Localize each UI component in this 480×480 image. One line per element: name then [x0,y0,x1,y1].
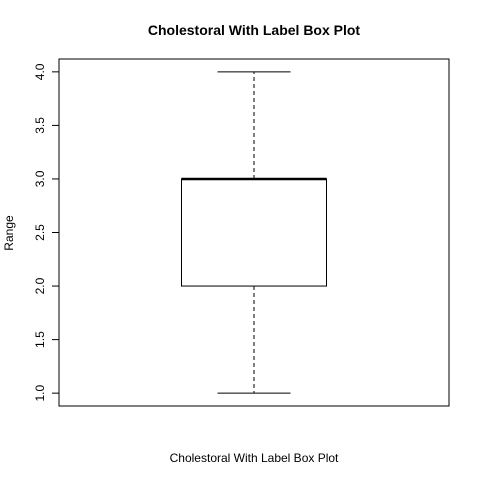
y-tick-label: 1.0 [33,384,47,401]
y-tick-label: 3.0 [33,170,47,187]
y-axis-label: Range [2,215,16,251]
iqr-box [181,178,327,287]
y-tick-label: 2.5 [33,224,47,241]
y-axis: 1.0 1.5 2.0 2.5 3.0 3.5 4.0 [33,63,60,401]
chart-title: Cholestoral With Label Box Plot [148,22,361,38]
y-tick-label: 2.0 [33,277,47,294]
y-tick-label: 3.5 [33,117,47,134]
y-tick-label: 4.0 [33,63,47,80]
x-axis-label: Cholestoral With Label Box Plot [170,451,339,465]
y-tick-label: 1.5 [33,331,47,348]
box-group [181,71,327,394]
